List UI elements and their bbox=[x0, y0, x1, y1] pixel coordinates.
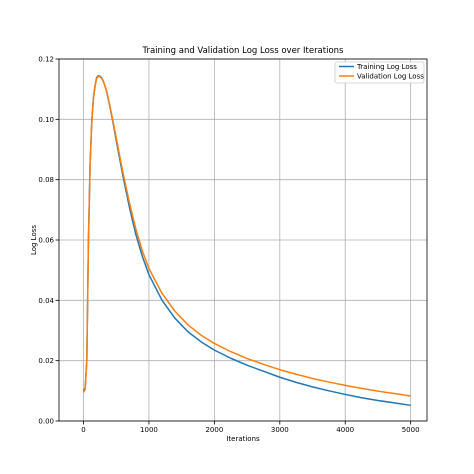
x-axis-label: Iterations bbox=[226, 435, 260, 443]
x-tick-label: 3000 bbox=[271, 426, 289, 434]
y-tick-label: 0.10 bbox=[38, 116, 54, 124]
legend-box bbox=[334, 61, 425, 84]
legend-label-training: Training Log Loss bbox=[356, 63, 417, 71]
series-lines bbox=[82, 74, 411, 407]
y-tick-label: 0.02 bbox=[38, 357, 54, 365]
validation-loss-line bbox=[82, 75, 411, 397]
y-tick-label: 0.08 bbox=[38, 176, 54, 184]
y-tick-label: 0.12 bbox=[38, 56, 54, 64]
x-tick-label: 4000 bbox=[336, 426, 354, 434]
grid bbox=[59, 58, 427, 422]
x-tick-label: 0 bbox=[81, 426, 85, 434]
chart-title: Training and Validation Log Loss over It… bbox=[142, 46, 345, 56]
legend: Training Log Loss Validation Log Loss bbox=[334, 61, 425, 84]
x-tick-label: 2000 bbox=[205, 426, 223, 434]
x-tick-label: 1000 bbox=[140, 426, 158, 434]
x-axis-ticks: 0 1000 2000 3000 4000 5000 bbox=[81, 421, 420, 434]
y-tick-label: 0.06 bbox=[38, 237, 54, 245]
y-axis-ticks: 0.00 0.02 0.04 0.06 0.08 0.10 0.12 bbox=[38, 56, 59, 426]
y-tick-label: 0.00 bbox=[38, 418, 54, 426]
y-tick-label: 0.04 bbox=[38, 297, 54, 305]
x-tick-label: 5000 bbox=[402, 426, 420, 434]
legend-label-validation: Validation Log Loss bbox=[357, 73, 424, 81]
y-axis-label: Log Loss bbox=[30, 225, 38, 255]
